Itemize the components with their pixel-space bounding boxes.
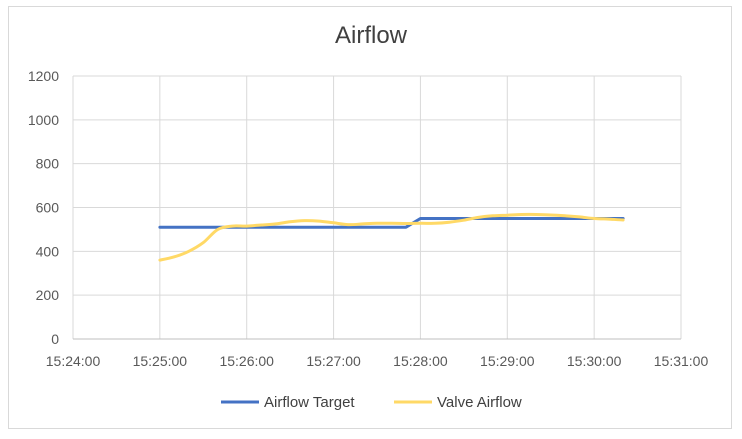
x-tick-label: 15:27:00 xyxy=(306,353,361,369)
x-tick-label: 15:24:00 xyxy=(46,353,101,369)
series-lines xyxy=(158,212,625,262)
x-tick-label: 15:30:00 xyxy=(567,353,622,369)
x-tick-label: 15:25:00 xyxy=(133,353,188,369)
chart-title: Airflow xyxy=(335,22,408,49)
y-tick-label: 800 xyxy=(36,156,60,172)
y-tick-label: 200 xyxy=(36,287,60,303)
legend-label: Airflow Target xyxy=(264,394,355,411)
y-tick-label: 1200 xyxy=(28,68,59,84)
x-tick-label: 15:26:00 xyxy=(219,353,274,369)
y-tick-label: 0 xyxy=(51,331,59,347)
x-tick-label: 15:31:00 xyxy=(654,353,709,369)
y-tick-label: 400 xyxy=(36,243,60,259)
series-line-valve-airflow xyxy=(158,212,625,262)
gridlines xyxy=(72,75,682,340)
y-tick-label: 600 xyxy=(36,200,60,216)
axes: 0 200 400 600 800 1000 1200 15:24:00 15:25:00 15:… xyxy=(28,68,709,369)
legend-label: Valve Airflow xyxy=(437,394,522,411)
x-tick-label: 15:28:00 xyxy=(393,353,448,369)
legend: Airflow Target Valve Airflow xyxy=(221,394,522,411)
y-tick-label: 1000 xyxy=(28,112,59,128)
x-tick-label: 15:29:00 xyxy=(480,353,535,369)
